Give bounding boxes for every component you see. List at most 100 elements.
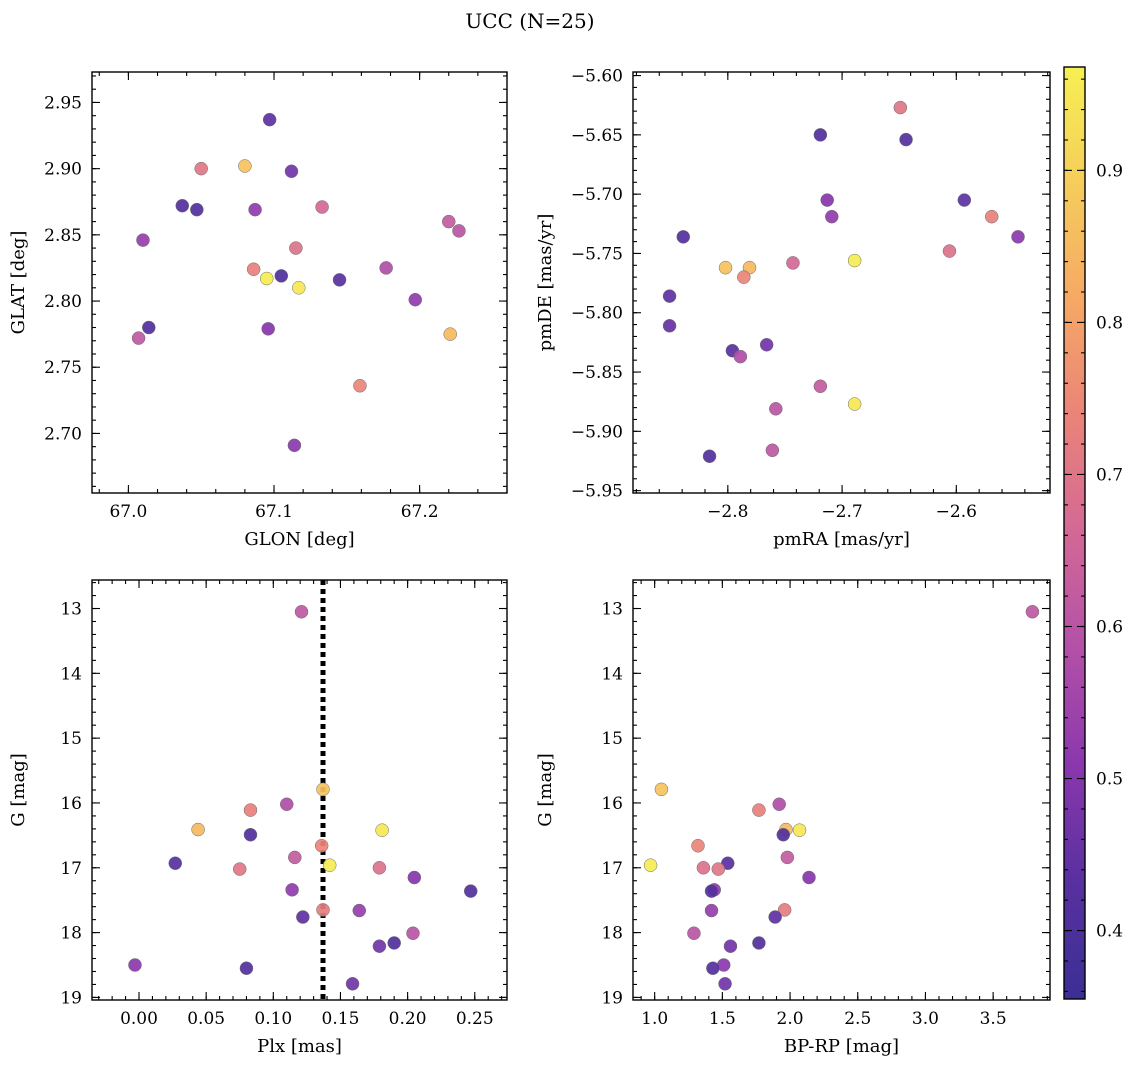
scatter-point xyxy=(899,132,913,147)
x-tick-label: 3.5 xyxy=(980,1009,1007,1029)
x-axis-label: pmRA [mas/yr] xyxy=(773,529,910,550)
scatter-point xyxy=(322,858,337,872)
x-tick-label: 1.0 xyxy=(641,1009,668,1029)
scatter-point xyxy=(379,261,393,275)
scatter-point xyxy=(285,883,299,897)
scatter-point xyxy=(353,379,367,393)
scatter-point xyxy=(662,289,677,303)
y-tick-label: 17 xyxy=(60,859,82,879)
scatter-point xyxy=(136,233,150,247)
scatter-point xyxy=(802,870,816,885)
scatter-points xyxy=(643,605,1040,991)
scatter-point xyxy=(759,338,774,352)
colorbar-gradient xyxy=(1064,67,1085,999)
scatter-point xyxy=(314,838,329,853)
x-tick-label: 0.25 xyxy=(456,1009,494,1029)
scatter-point xyxy=(168,856,183,870)
scatter-points xyxy=(131,112,466,453)
scatter-panel-pmra_pmde: −2.8 −2.7 −2.6 −5.95 −5.90 −5.85 −5.80 −5.75 −5.… xyxy=(535,67,1051,550)
scatter-panel-plx_g: 0.00 0.05 0.10 0.15 0.20 0.25 13 14 15 16 17 18 19 Pl… xyxy=(8,579,508,1057)
colorbar: 0.4 0.5 0.6 0.7 0.8 0.9 xyxy=(1063,66,1123,1000)
scatter-point xyxy=(407,870,422,885)
scatter-point xyxy=(243,803,258,817)
scatter-point xyxy=(232,862,247,876)
y-tick-label: −5.70 xyxy=(571,185,623,205)
scatter-point xyxy=(1025,605,1040,619)
scatter-point xyxy=(752,803,766,817)
scatter-point xyxy=(687,926,701,940)
scatter-point xyxy=(847,253,862,268)
y-tick-label: −5.80 xyxy=(571,304,623,324)
scatter-point xyxy=(238,159,252,173)
x-axis-label: GLON [deg] xyxy=(244,529,354,550)
y-tick-label: −5.90 xyxy=(571,422,623,442)
x-tick-label: 67.2 xyxy=(401,502,439,522)
scatter-point xyxy=(769,402,783,416)
scatter-point xyxy=(287,438,302,453)
scatter-point xyxy=(261,322,275,336)
colorbar-tick-label: 0.8 xyxy=(1096,313,1123,333)
scatter-point xyxy=(654,782,669,797)
x-tick-label: 0.00 xyxy=(120,1009,158,1029)
y-tick-label: 14 xyxy=(60,664,82,684)
scatter-point xyxy=(332,273,347,287)
scatter-point xyxy=(676,230,691,244)
colorbar-ticks: 0.4 0.5 0.6 0.7 0.8 0.9 xyxy=(1064,78,1123,992)
y-tick-label: 18 xyxy=(60,924,82,944)
x-tick-label: 3.0 xyxy=(912,1009,939,1029)
scatter-point xyxy=(292,281,306,295)
x-tick-label: −2.7 xyxy=(821,502,862,522)
scatter-point xyxy=(316,903,330,917)
scatter-point xyxy=(737,270,751,284)
y-tick-label: −5.85 xyxy=(571,363,623,383)
scatter-point xyxy=(696,861,711,875)
y-axis-label: GLAT [deg] xyxy=(8,231,29,335)
axes-frame xyxy=(91,579,508,1001)
scatter-point xyxy=(387,936,401,950)
scatter-point xyxy=(691,838,705,853)
scatter-panels: 67.0 67.1 67.2 2.70 2.75 2.80 2.85 2.90 2.95 GLON… xyxy=(8,67,1051,1057)
axes-frame xyxy=(632,71,1051,494)
scatter-point xyxy=(792,823,807,837)
y-tick-label: 19 xyxy=(60,988,82,1008)
x-tick-label: 2.5 xyxy=(844,1009,871,1029)
scatter-point xyxy=(279,797,294,812)
scatter-point xyxy=(243,827,258,842)
x-tick-label: 0.15 xyxy=(322,1009,360,1029)
colorbar-tick-label: 0.7 xyxy=(1096,465,1123,485)
scatter-point xyxy=(813,128,828,142)
y-tick-label: 19 xyxy=(601,988,623,1008)
scatter-point xyxy=(704,903,719,918)
scatter-point xyxy=(768,910,782,924)
scatter-point xyxy=(274,269,289,283)
y-tick-label: 2.85 xyxy=(44,226,82,246)
scatter-point xyxy=(372,939,387,953)
x-tick-label: 0.05 xyxy=(187,1009,225,1029)
y-tick-label: 16 xyxy=(60,794,82,814)
scatter-point xyxy=(662,319,677,333)
y-tick-label: −5.75 xyxy=(571,244,623,264)
scatter-point xyxy=(820,193,834,207)
scatter-point xyxy=(248,202,262,217)
y-tick-label: 2.80 xyxy=(44,292,82,312)
scatter-point xyxy=(702,449,717,463)
y-tick-label: 2.70 xyxy=(44,424,82,444)
x-tick-label: 1.5 xyxy=(709,1009,736,1029)
colorbar-tick-label: 0.5 xyxy=(1096,770,1123,790)
scatter-point xyxy=(786,256,800,270)
scatter-point xyxy=(765,443,780,458)
scatter-point xyxy=(296,910,310,924)
scatter-point xyxy=(372,861,387,875)
scatter-point xyxy=(704,884,719,898)
scatter-point xyxy=(825,209,839,224)
x-tick-label: −2.6 xyxy=(936,502,977,522)
scatter-panel-glon_glat: 67.0 67.1 67.2 2.70 2.75 2.80 2.85 2.90 2.95 GLON… xyxy=(8,71,508,550)
scatter-point xyxy=(443,327,457,341)
y-axis-label: pmDE [mas/yr] xyxy=(535,214,556,352)
scatter-point xyxy=(375,823,389,837)
y-tick-label: −5.65 xyxy=(571,126,623,146)
scatter-point xyxy=(847,397,862,411)
scatter-point xyxy=(259,271,274,286)
scatter-point xyxy=(316,782,330,797)
scatter-point xyxy=(345,977,360,991)
